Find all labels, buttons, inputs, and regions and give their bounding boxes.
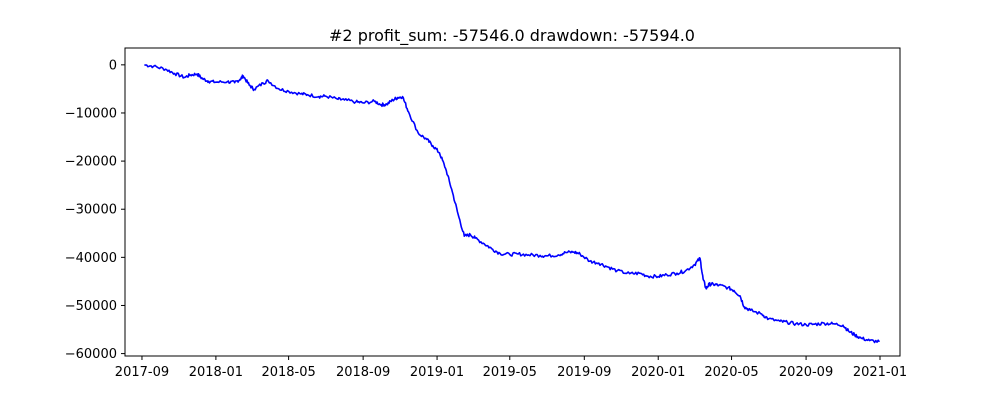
x-tick-label: 2021-01 [853,365,907,380]
y-tick-label: −60000 [65,347,117,362]
x-tick-label: 2017-09 [115,365,169,380]
x-tick-label: 2020-01 [631,365,685,380]
y-axis: 0 −10000 −20000 −30000 −40000 −50000 −60000 [65,58,125,362]
series-layer [144,64,881,344]
x-tick-label: 2018-09 [336,365,390,380]
x-axis: 2017-09 2018-01 2018-05 2018-09 2019-01 2019-… [115,356,907,380]
x-tick-label: 2019-05 [483,365,537,380]
chart-title: #2 profit_sum: -57546.0 drawdown: -57594… [329,26,695,46]
x-tick-label: 2019-09 [557,365,611,380]
x-tick-label: 2018-01 [189,365,243,380]
y-tick-label: 0 [109,58,117,73]
x-tick-label: 2020-09 [779,365,833,380]
y-tick-label: −20000 [65,155,117,170]
y-tick-label: −30000 [65,203,117,218]
x-tick-label: 2019-01 [410,365,464,380]
y-tick-label: −40000 [65,251,117,266]
x-tick-label: 2020-05 [704,365,758,380]
x-tick-label: 2018-05 [261,365,315,380]
plot-area-frame [124,47,901,357]
y-tick-label: −10000 [65,106,117,121]
series-line [144,64,881,344]
y-tick-label: −50000 [65,299,117,314]
